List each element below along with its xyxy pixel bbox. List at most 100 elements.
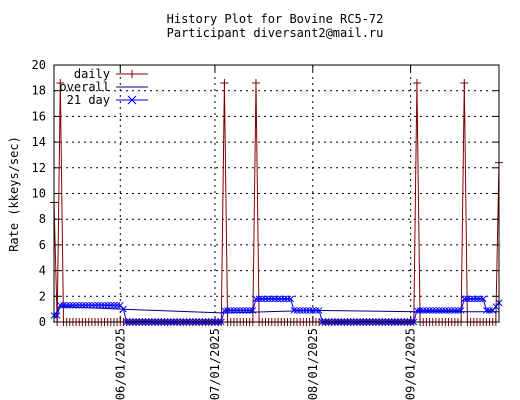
- legend-label-overall: overall: [59, 80, 110, 94]
- point-21-day: [265, 295, 272, 303]
- point-21-day: [258, 295, 266, 303]
- y-tick-label: 4: [39, 264, 46, 278]
- point-daily: [251, 78, 260, 87]
- point-21-day: [255, 295, 263, 303]
- tick-layer: 0 2 4 6 8 10 12 14 16 18 20 06/01/2025 07/01/2025 08/…: [32, 58, 499, 400]
- point-21-day: [290, 307, 298, 314]
- point-21-day: [454, 307, 462, 314]
- y-tick-label: 20: [32, 58, 46, 72]
- point-21-day: [460, 295, 468, 303]
- y-tick-label: 0: [39, 315, 46, 329]
- point-21-day: [120, 305, 127, 313]
- point-21-day: [101, 301, 108, 309]
- y-tick-label: 6: [39, 238, 46, 252]
- point-21-day: [303, 307, 310, 314]
- chart-title: History Plot for Bovine RC5-72: [167, 12, 384, 26]
- x-tick-label: 08/01/2025: [306, 328, 320, 400]
- point-21-day: [227, 307, 235, 314]
- point-21-day: [97, 301, 105, 309]
- point-21-day: [432, 307, 440, 314]
- legend-label-daily: daily: [74, 67, 110, 81]
- point-21-day: [419, 307, 427, 314]
- point-21-day: [72, 301, 80, 309]
- point-21-day: [75, 301, 83, 309]
- point-21-day: [113, 301, 121, 309]
- point-21-day: [221, 307, 228, 314]
- point-21-day: [224, 307, 231, 314]
- point-21-day: [448, 307, 456, 314]
- point-21-day: [268, 295, 276, 303]
- point-21-day: [91, 301, 99, 309]
- point-21-day: [79, 301, 86, 309]
- point-daily: [412, 78, 421, 87]
- point-21-day: [281, 295, 288, 303]
- point-21-day: [287, 295, 295, 303]
- point-21-day: [240, 307, 247, 314]
- point-21-day: [69, 301, 77, 309]
- point-daily: [460, 78, 469, 87]
- point-21-day: [233, 307, 241, 314]
- point-21-day: [426, 307, 433, 314]
- point-21-day: [473, 295, 481, 303]
- point-21-day: [429, 307, 437, 314]
- point-21-day: [104, 301, 112, 309]
- point-21-day: [63, 301, 70, 309]
- x-tick-label: 06/01/2025: [113, 328, 127, 400]
- point-21-day: [94, 301, 102, 309]
- point-21-day: [230, 307, 238, 314]
- point-21-day: [312, 307, 320, 314]
- point-21-day: [246, 307, 254, 314]
- grid-layer: [54, 65, 499, 322]
- plot-frame: [53, 64, 500, 323]
- chart-subtitle: Participant diversant2@mail.ru: [167, 26, 384, 40]
- point-21-day: [82, 301, 89, 309]
- point-21-day: [438, 307, 446, 314]
- point-21-day: [277, 295, 285, 303]
- point-21-day: [483, 307, 490, 314]
- legend-marker-daily: [128, 70, 136, 78]
- point-21-day: [66, 301, 74, 309]
- y-tick-label: 12: [32, 161, 46, 175]
- point-21-day: [451, 307, 459, 314]
- point-21-day: [262, 295, 269, 303]
- point-daily: [56, 78, 65, 87]
- point-21-day: [476, 295, 484, 303]
- point-21-day: [53, 312, 61, 319]
- y-axis-label: Rate (kkeys/sec): [7, 136, 21, 252]
- point-21-day: [464, 295, 471, 303]
- point-21-day: [315, 307, 323, 314]
- legend-marker-21-day: [127, 95, 137, 105]
- x-tick-label: 09/01/2025: [404, 328, 418, 400]
- legend: daily overall 21 day: [59, 67, 148, 107]
- point-21-day: [457, 307, 465, 314]
- y-tick-label: 14: [32, 135, 46, 149]
- point-21-day: [306, 307, 313, 314]
- series-line-daily: [53, 82, 500, 323]
- y-tick-label: 8: [39, 212, 46, 226]
- point-21-day: [249, 307, 257, 314]
- y-tick-label: 16: [32, 109, 46, 123]
- point-21-day: [486, 307, 493, 314]
- point-21-day: [445, 307, 452, 314]
- point-21-day: [299, 307, 307, 314]
- point-21-day: [284, 295, 291, 303]
- point-daily: [220, 78, 229, 87]
- point-21-day: [413, 307, 421, 314]
- point-21-day: [423, 307, 430, 314]
- point-21-day: [271, 295, 279, 303]
- point-21-day: [236, 307, 244, 314]
- point-21-day: [243, 307, 250, 314]
- point-21-day: [60, 301, 67, 309]
- point-21-day: [470, 295, 478, 303]
- point-21-day: [296, 307, 304, 314]
- y-tick-label: 10: [32, 187, 46, 201]
- point-21-day: [110, 301, 118, 309]
- point-21-day: [416, 307, 424, 314]
- point-21-day: [85, 301, 93, 309]
- x-tick-label: 07/01/2025: [208, 328, 222, 400]
- point-21-day: [107, 301, 115, 309]
- point-21-day: [479, 295, 487, 303]
- point-21-day: [309, 307, 317, 314]
- point-21-day: [56, 301, 64, 309]
